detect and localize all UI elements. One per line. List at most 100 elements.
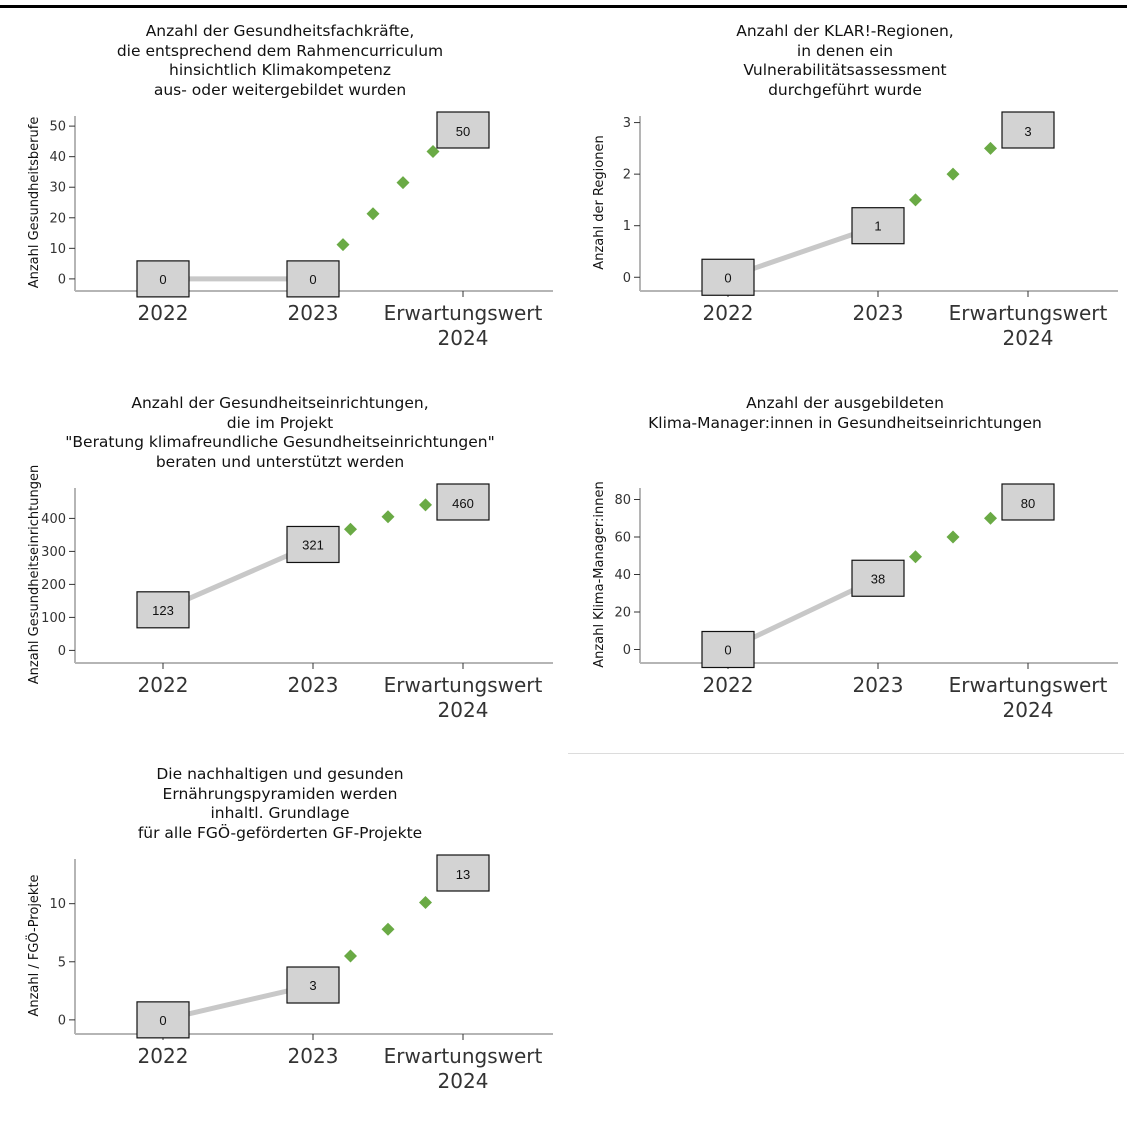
- chart-plot: 0 10 20 30 40 50 2022 2023 Erwartungswert 2024 Anz…: [27, 111, 553, 350]
- value-label: 0: [724, 270, 731, 285]
- value-label: 3: [309, 978, 316, 993]
- value-box-rect: [286, 966, 340, 1004]
- value-box-rect: [851, 559, 905, 597]
- value-box: 460: [436, 483, 490, 521]
- value-box-rect: [701, 630, 755, 669]
- value-box: 38: [851, 559, 905, 597]
- chart-title: Anzahl der Gesundheitseinrichtungen, die…: [65, 394, 495, 471]
- x-tick-label: Erwartungswert 2024: [949, 673, 1108, 722]
- y-tick-label: 2: [623, 168, 631, 183]
- value-box: 3: [286, 966, 340, 1004]
- projection-point: [984, 141, 997, 155]
- value-box: 1: [851, 207, 905, 245]
- chart-panel-5: Die nachhaltigen und gesunden Ernährungs…: [0, 763, 560, 1133]
- value-label: 0: [159, 272, 166, 287]
- value-label: 80: [1021, 496, 1035, 511]
- y-axis-title: Anzahl Gesundheitseinrichtungen: [27, 465, 42, 684]
- chart-title: Die nachhaltigen und gesunden Ernährungs…: [137, 765, 423, 842]
- x-tick-label: 2022: [138, 673, 189, 697]
- value-label: 38: [871, 571, 885, 586]
- value-box: 0: [286, 260, 340, 298]
- value-box: 0: [136, 260, 190, 298]
- chart-panel-1: Anzahl der Gesundheitsfachkräfte, die en…: [0, 20, 560, 390]
- projection-point: [381, 510, 395, 524]
- chart-title: Anzahl der ausgebildeten Klima-Manager:i…: [648, 394, 1042, 432]
- y-tick-label: 10: [49, 897, 66, 912]
- y-tick-label: 300: [41, 545, 66, 560]
- y-axis-title: Anzahl / FGÖ-Projekte: [25, 874, 42, 1016]
- chart-plot: 0 1 2 3 2022 2023 Erwartungswert 2024 Anzahl der…: [592, 111, 1118, 350]
- value-label: 0: [724, 643, 731, 658]
- y-axis-title: Anzahl der Regionen: [592, 135, 607, 269]
- x-tick-label: 2023: [853, 301, 904, 325]
- y-tick-label: 40: [614, 568, 631, 583]
- value-box-rect: [136, 1001, 190, 1039]
- y-tick-label: 20: [614, 606, 631, 621]
- value-box-rect: [1001, 111, 1055, 149]
- value-box: 0: [701, 258, 755, 296]
- projection-point: [909, 550, 922, 564]
- y-tick-label: 100: [41, 611, 66, 626]
- value-box-rect: [436, 483, 490, 521]
- y-tick-label: 50: [49, 120, 66, 135]
- x-tick-label: 2022: [703, 673, 754, 697]
- value-box-rect: [436, 854, 490, 892]
- chart-plot: 0 100 200 300 400 2022 2023 Erwartungswert 2024 A…: [27, 465, 553, 722]
- value-box: 80: [1001, 483, 1055, 521]
- y-tick-label: 5: [58, 955, 66, 970]
- value-box-rect: [136, 591, 190, 629]
- value-label: 123: [152, 603, 174, 618]
- x-tick-label: 2022: [703, 301, 754, 325]
- projection-point: [381, 922, 395, 936]
- y-tick-label: 80: [614, 493, 631, 508]
- projection-point: [909, 193, 922, 207]
- divider-line: [568, 753, 1124, 754]
- projection-point: [336, 238, 350, 252]
- x-tick-label: Erwartungswert 2024: [384, 1044, 543, 1093]
- value-box: 13: [436, 854, 490, 892]
- value-label: 13: [456, 867, 470, 882]
- y-tick-label: 3: [623, 116, 631, 131]
- projection-point: [946, 167, 960, 181]
- projection-point: [344, 949, 357, 963]
- y-tick-label: 40: [49, 150, 66, 165]
- x-tick-label: 2022: [138, 1044, 189, 1068]
- value-label: 1: [874, 219, 881, 234]
- y-axis-title: Anzahl Klima-Manager:innen: [592, 481, 607, 667]
- y-tick-label: 30: [49, 181, 66, 196]
- y-tick-label: 0: [58, 1013, 66, 1028]
- y-tick-label: 20: [49, 211, 66, 226]
- projection-point: [984, 511, 997, 525]
- value-label: 460: [452, 496, 474, 511]
- value-label: 0: [159, 1013, 166, 1028]
- value-label: 321: [302, 537, 324, 552]
- value-box: 0: [701, 630, 755, 669]
- chart-panel-4: Anzahl der ausgebildeten Klima-Manager:i…: [565, 392, 1125, 762]
- y-tick-label: 0: [623, 271, 631, 286]
- value-box-rect: [436, 111, 490, 149]
- projection-point: [344, 522, 357, 536]
- y-tick-label: 60: [614, 531, 631, 546]
- y-tick-label: 0: [58, 272, 66, 287]
- top-rule: [0, 5, 1127, 8]
- value-box: 50: [436, 111, 490, 149]
- projection-point: [426, 144, 440, 158]
- projection-point: [419, 498, 432, 512]
- chart-title: Anzahl der Gesundheitsfachkräfte, die en…: [116, 22, 444, 99]
- value-box-rect: [286, 260, 340, 298]
- x-tick-label: Erwartungswert 2024: [384, 301, 543, 350]
- chart-title: Anzahl der KLAR!-Regionen, in denen ein …: [736, 22, 954, 99]
- y-tick-label: 1: [623, 219, 631, 234]
- x-tick-label: 2023: [288, 301, 339, 325]
- y-axis-title: Anzahl Gesundheitsberufe: [27, 117, 42, 289]
- x-tick-label: 2022: [138, 301, 189, 325]
- x-tick-label: Erwartungswert 2024: [949, 301, 1108, 350]
- chart-panel-2: Anzahl der KLAR!-Regionen, in denen ein …: [565, 20, 1125, 390]
- x-tick-label: Erwartungswert 2024: [384, 673, 543, 722]
- y-tick-label: 0: [58, 644, 66, 659]
- projection-point: [366, 207, 380, 221]
- value-box: 321: [286, 525, 340, 564]
- value-label: 0: [309, 272, 316, 287]
- value-box: 0: [136, 1001, 190, 1039]
- chart-plot: 0 20 40 60 80 2022 2023 Erwartungswert 2024 Anzah…: [592, 481, 1118, 722]
